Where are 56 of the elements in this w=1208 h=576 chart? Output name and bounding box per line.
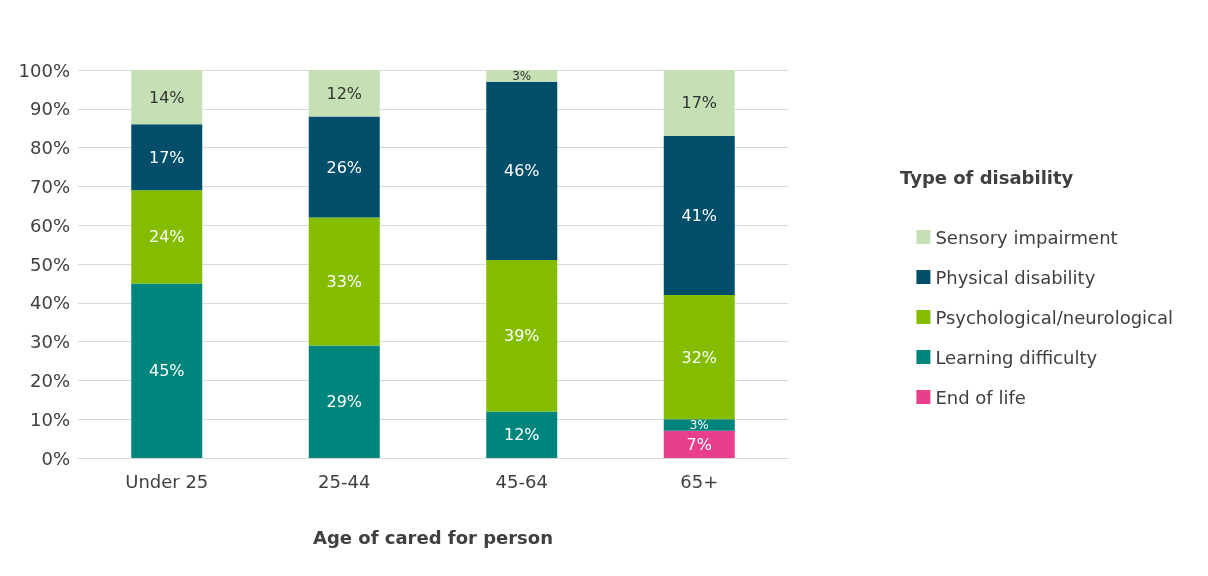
bar (131, 190, 203, 284)
data-label: 45% (148, 361, 185, 381)
bar (131, 124, 203, 191)
data-label: 39% (503, 326, 540, 346)
y-tick-label: 80% (29, 137, 70, 159)
legend-label: Psychological/neurological (935, 306, 1174, 328)
data-label: 33% (326, 271, 363, 291)
y-tick-label: 20% (29, 369, 70, 391)
legend-title: Type of disability (900, 166, 1074, 188)
x-tick-label: 45-64 (495, 470, 548, 492)
data-label: 3% (689, 418, 709, 433)
x-axis-title: Age of cared for person (312, 526, 554, 548)
y-tick-label: 90% (29, 98, 70, 120)
data-label: 41% (681, 206, 718, 225)
data-label: 29% (326, 392, 363, 412)
x-tick-label: Under 25 (125, 470, 209, 492)
data-label: 12% (326, 83, 363, 103)
legend-label: End of life (935, 386, 1026, 408)
bar (486, 81, 558, 261)
y-tick-label: 10% (29, 408, 70, 430)
bar (131, 283, 203, 458)
bar (486, 70, 558, 82)
bar (486, 260, 558, 412)
data-label: 24% (148, 227, 185, 247)
data-label: 17% (148, 147, 185, 167)
y-tick-label: 70% (29, 175, 70, 197)
bar (486, 411, 558, 458)
legend-label: Learning difficulty (935, 346, 1098, 368)
bar (308, 217, 380, 346)
data-label: 7% (686, 434, 712, 454)
data-label: 14% (148, 87, 185, 107)
bar (308, 345, 380, 458)
legend-label: Physical disability (935, 266, 1096, 288)
data-label: 46% (503, 161, 540, 181)
y-tick-label: 40% (29, 292, 70, 314)
legend-label: Sensory impairment (935, 226, 1118, 248)
x-tick-label: 25-44 (318, 470, 371, 492)
bar (663, 135, 735, 296)
y-tick-label: 30% (29, 331, 70, 353)
y-tick-label: 0% (41, 447, 70, 469)
y-tick-label: 100% (18, 59, 70, 81)
x-tick-label: 65+ (680, 470, 719, 492)
bar (131, 70, 203, 125)
bar (663, 295, 735, 420)
bar (663, 419, 735, 431)
bar (663, 430, 735, 458)
y-tick-label: 60% (29, 214, 70, 236)
data-label: 32% (681, 347, 718, 367)
data-label: 12% (503, 425, 540, 445)
bar (308, 116, 380, 218)
data-label: 3% (512, 68, 532, 83)
y-tick-label: 50% (29, 253, 70, 275)
data-label: 26% (326, 157, 363, 177)
bar (663, 70, 735, 136)
data-label: 17% (681, 93, 718, 113)
bar (308, 70, 380, 117)
